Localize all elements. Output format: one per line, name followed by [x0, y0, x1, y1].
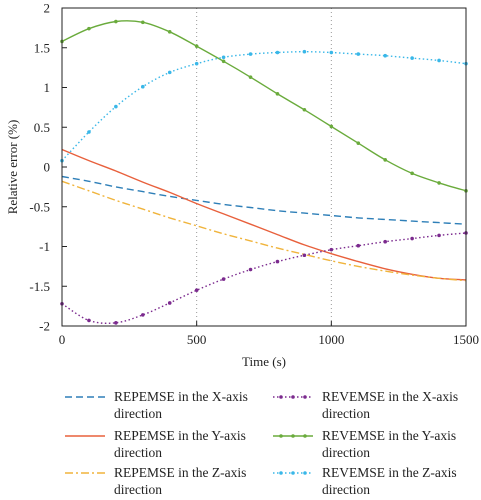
legend: REPEMSE in the X-axis direction REVEMSE …: [0, 380, 481, 500]
y-tick-label: 0: [44, 160, 51, 175]
series-4-point-13: [410, 171, 414, 176]
series-5-point-9: [302, 49, 307, 54]
series-5-point-12: [383, 53, 388, 58]
legend-marker: [279, 434, 283, 438]
y-tick-label: 0.5: [34, 120, 50, 135]
series-line-0: [61, 175, 467, 225]
y-tick-label: -0.5: [29, 199, 50, 214]
series-5-point-10: [329, 50, 334, 55]
series-line-5: [61, 50, 467, 162]
series-line-1: [61, 148, 467, 281]
legend-item-repemse-z: REPEMSE in the Z-axis direction: [62, 464, 284, 498]
legend-item-revemse-z: REVEMSE in the Z-axis direction: [270, 464, 481, 498]
legend-label-revemse-z: REVEMSE in the Z-axis direction: [322, 465, 457, 497]
legend-item-revemse-y: REVEMSE in the Y-axis direction: [270, 427, 481, 461]
series-5-point-8: [275, 50, 280, 55]
series-5-point-3: [141, 84, 145, 89]
series-4-point-12: [383, 158, 388, 162]
line-chart: 0 500 1000 1500 -2 -1.5 -1 -0.5 0 0.5 1 1.5 2 Time (s…: [5, 1, 479, 370]
legend-label-repemse-y: REPEMSE in the Y-axis direction: [114, 428, 246, 460]
y-tick-label: 1: [44, 80, 51, 95]
legend-label-repemse-x: REPEMSE in the X-axis direction: [114, 389, 248, 421]
series-4-point-1: [87, 26, 91, 31]
series-line-3: [61, 232, 467, 324]
legend-label-revemse-x: REVEMSE in the X-axis direction: [322, 389, 459, 421]
series-4-point-3: [141, 20, 145, 25]
y-tick-label: 2: [44, 1, 51, 16]
series-3-point-3: [141, 313, 145, 317]
y-tick-label: -1: [39, 239, 50, 254]
legend-marker: [291, 395, 295, 399]
series-line-2: [61, 180, 467, 282]
legend-swatch-repemse-x: [65, 396, 105, 398]
legend-marker: [303, 471, 307, 475]
series-4-point-6: [221, 59, 226, 64]
y-tick-label: 1.5: [34, 40, 50, 55]
x-tick-label: 1000: [318, 332, 344, 347]
series-3-point-14: [437, 233, 441, 238]
legend-swatch-repemse-z: [65, 472, 105, 474]
series-4-point-10: [329, 124, 334, 129]
y-tick-label: -2: [39, 319, 50, 334]
legend-swatch-revemse-z: [273, 471, 313, 475]
legend-item-revemse-x: REVEMSE in the X-axis direction: [270, 388, 481, 422]
y-tick-label: -1.5: [29, 279, 50, 294]
series-5-point-13: [410, 56, 414, 60]
series-4-point-8: [275, 92, 280, 96]
legend-item-repemse-x: REPEMSE in the X-axis direction: [62, 388, 284, 422]
legend-marker: [291, 471, 295, 475]
x-tick-label: 0: [59, 332, 66, 347]
series-3-point-1: [87, 318, 91, 323]
series-4-point-2: [114, 19, 118, 24]
legend-marker: [279, 471, 283, 475]
series-3-point-2: [114, 321, 118, 325]
legend-label-revemse-y: REVEMSE in the Y-axis direction: [322, 428, 457, 460]
series-5-point-4: [167, 70, 172, 75]
series-3-point-4: [167, 301, 172, 305]
series-5-point-2: [114, 104, 118, 109]
x-tick-label: 1500: [453, 332, 479, 347]
series-3-point-13: [410, 236, 414, 241]
series-line-4: [61, 20, 467, 192]
series-4-point-11: [356, 141, 361, 145]
y-axis-title: Relative error (%): [5, 120, 20, 215]
series-4-point-4: [167, 30, 172, 34]
series-3-point-9: [302, 253, 307, 258]
series-4-point-9: [302, 107, 307, 112]
legend-item-repemse-y: REPEMSE in the Y-axis direction: [62, 427, 284, 461]
legend-marker: [303, 434, 307, 438]
series-5-point-7: [248, 52, 253, 56]
x-axis-title: Time (s): [242, 354, 286, 369]
series-3-point-12: [383, 239, 388, 244]
series-5-point-14: [437, 58, 441, 63]
series-5-point-5: [194, 61, 199, 66]
legend-marker: [303, 395, 307, 399]
legend-marker: [279, 395, 283, 399]
legend-swatch-revemse-y: [273, 434, 313, 438]
series-3-point-6: [221, 277, 226, 281]
series-5-point-11: [356, 52, 361, 56]
series-3-point-5: [194, 288, 199, 293]
legend-label-repemse-z: REPEMSE in the Z-axis direction: [114, 465, 247, 497]
series-4-point-7: [248, 75, 253, 79]
legend-marker: [291, 434, 295, 438]
series-5-point-6: [221, 55, 226, 60]
plot-frame: [61, 7, 467, 327]
series-3-point-11: [356, 243, 361, 248]
series-4-point-14: [437, 181, 441, 185]
series-3-point-8: [275, 259, 280, 264]
series-3-point-7: [248, 267, 253, 272]
series-4-point-5: [194, 44, 199, 48]
legend-swatch-revemse-x: [273, 395, 313, 399]
legend-swatch-repemse-y: [65, 435, 105, 437]
series-3-point-10: [329, 247, 334, 252]
series-5-point-1: [87, 130, 91, 134]
x-tick-label: 500: [187, 332, 207, 347]
